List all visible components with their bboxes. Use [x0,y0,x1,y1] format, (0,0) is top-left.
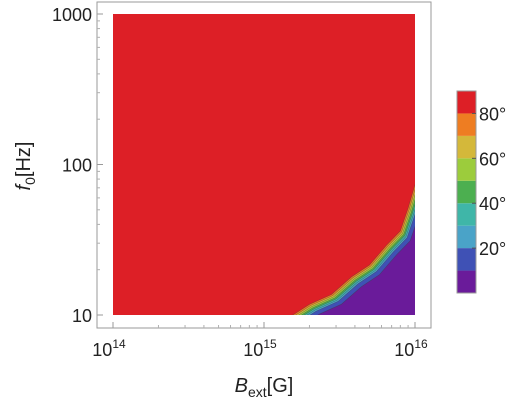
plot-area [113,14,415,315]
y-axis-title-unit: [Hz] [13,142,35,178]
x-tick-label-base: 10 [243,340,263,360]
colorbar-tick-label: 80° [479,104,506,124]
colorbar-band [457,248,476,271]
colorbar-tick-label: 40° [479,194,506,214]
y-axis-ticks: 10 100 1000 [52,5,103,326]
colorbar-band [457,135,476,159]
y-tick-label: 10 [72,306,92,326]
colorbar: 20° 40° 60° 80° [456,90,506,294]
x-tick-label-base: 10 [394,340,414,360]
contour-band [317,225,415,315]
x-tick-label-exponent: 14 [112,337,126,351]
y-axis-title-main: f [13,182,35,190]
y-axis-title-sub: 0 [22,177,38,185]
colorbar-band [457,158,476,181]
colorbar-tick-label: 20° [479,239,506,259]
colorbar-tick-label: 60° [479,149,506,169]
contour-layers [292,184,415,315]
colorbar-band [457,91,476,114]
x-tick-label: 1016 [394,337,428,360]
x-axis-ticks: 1014 1015 1016 [92,322,428,360]
x-axis-title: Bext[G] [235,375,294,400]
colorbar-band [457,113,476,136]
colorbar-band [457,203,476,226]
x-tick-label-exponent: 16 [414,337,428,351]
x-tick-label-exponent: 15 [263,337,277,351]
colorbar-band [457,225,476,249]
x-axis-title-sub: ext [248,384,267,400]
background-region [113,14,415,315]
colorbar-band [457,180,476,204]
x-axis-title-main: B [235,375,248,397]
x-axis-title-unit: [G] [267,375,294,397]
x-tick-label-base: 10 [92,340,112,360]
colorbar-band [457,270,476,293]
y-tick-label: 1000 [52,5,92,25]
x-tick-label: 1015 [243,337,277,360]
y-tick-label: 100 [62,156,92,176]
x-tick-label: 1014 [92,337,126,360]
colorbar-frame [456,90,477,294]
y-axis-title: f0[Hz] [13,142,38,191]
